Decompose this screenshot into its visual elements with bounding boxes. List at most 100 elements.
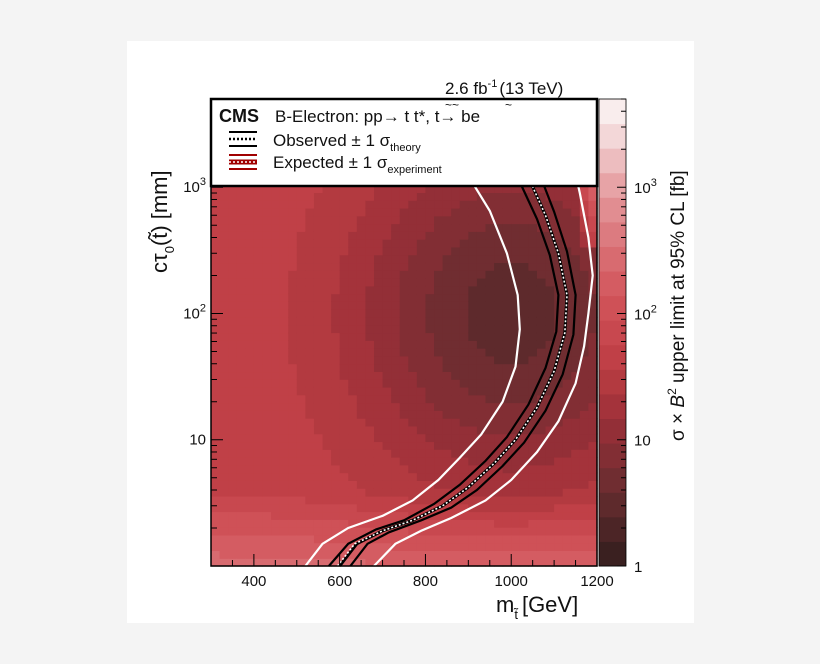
heatmap-cell [331,309,341,318]
heatmap-cell [434,371,444,380]
heatmap-cell [519,340,529,349]
heatmap-cell [511,239,521,248]
heatmap-cell [485,324,495,334]
heatmap-cell [219,503,229,513]
heatmap-cell [236,371,246,380]
heatmap-cell [536,511,547,520]
heatmap-cell [571,324,581,334]
heatmap-cell [579,363,590,373]
heatmap-cell [562,363,572,373]
heatmap-cell [322,542,332,552]
heatmap-cell [451,348,461,357]
heatmap-cell [571,394,581,404]
heatmap-cell [288,184,298,193]
heatmap-cell [322,480,332,489]
heatmap-cell [296,293,306,302]
heatmap-cell [494,270,504,279]
heatmap-cell [219,309,229,318]
heatmap-cell [434,542,444,552]
heatmap-cell [511,348,521,357]
heatmap-cell [536,184,547,193]
heatmap-cell [356,192,366,201]
heatmap-cell [519,519,529,528]
heatmap-cell [451,519,461,528]
heatmap-cell [434,293,444,302]
heatmap-cell [253,223,264,232]
heatmap-cell [408,301,418,310]
heatmap-cell [536,433,547,443]
heatmap-cell [451,371,461,380]
heatmap-cell [296,239,306,248]
heatmap-cell [442,246,452,256]
heatmap-cell [373,270,384,279]
heatmap-cell [468,519,478,528]
heatmap-cell [536,480,547,489]
heatmap-cell [519,527,529,536]
heatmap-cell [451,402,461,411]
heatmap-cell [579,348,590,357]
heatmap-cell [288,449,298,458]
heatmap-cell [511,324,521,334]
heatmap-cell [442,371,452,380]
heatmap-cell [442,254,452,264]
heatmap-cell [528,480,538,489]
heatmap-cell [494,223,504,232]
heatmap-cell [382,301,392,310]
colorbar-segment [599,271,626,297]
heatmap-cell [408,223,418,232]
heatmap-cell [262,231,272,240]
heatmap-cell [236,270,246,279]
heatmap-cell [253,371,264,380]
heatmap-cell [219,355,229,365]
heatmap-cell [588,348,598,357]
heatmap-cell [485,285,495,295]
heatmap-cell [322,449,332,458]
heatmap-cell [554,363,564,373]
heatmap-cell [408,488,418,497]
heatmap-cell [451,192,461,201]
heatmap-cell [588,192,598,201]
heatmap-cell [588,386,598,396]
heatmap-cell [545,488,555,497]
heatmap-cell [305,363,315,373]
heatmap-cell [382,558,392,567]
heatmap-cell [468,184,478,193]
heatmap-cell [502,558,512,567]
heatmap-cell [545,534,555,544]
heatmap-cell [425,309,435,318]
heatmap-cell [554,542,564,552]
heatmap-cell [356,223,366,232]
heatmap-cell [451,488,461,497]
heatmap-cell [399,433,409,443]
heatmap-cell [434,386,444,396]
heatmap-cell [322,340,332,349]
heatmap-cell [408,293,418,302]
heatmap-cell [442,332,452,341]
heatmap-cell [476,348,487,357]
heatmap-cell [236,348,246,357]
heatmap-cell [245,231,255,240]
heatmap-cell [416,215,427,225]
heatmap-cell [245,309,255,318]
heatmap-cell [365,527,375,536]
heatmap-cell [373,457,384,466]
heatmap-cell [373,480,384,489]
heatmap-cell [528,488,538,497]
heatmap-cell [322,464,332,474]
heatmap-cell [245,371,255,380]
heatmap-cell [313,495,324,505]
heatmap-cell [511,488,521,497]
heatmap-cell [536,223,547,232]
heatmap-cell [494,316,504,326]
heatmap-cell [305,239,315,248]
heatmap-cell [528,285,538,295]
heatmap-cell [485,480,495,489]
heatmap-cell [562,519,572,528]
heatmap-cell [211,410,221,419]
heatmap-cell [296,301,306,310]
heatmap-cell [579,558,590,567]
heatmap-cell [228,192,238,201]
heatmap-cell [211,215,221,225]
heatmap-cell [434,223,444,232]
heatmap-cell [579,223,590,232]
